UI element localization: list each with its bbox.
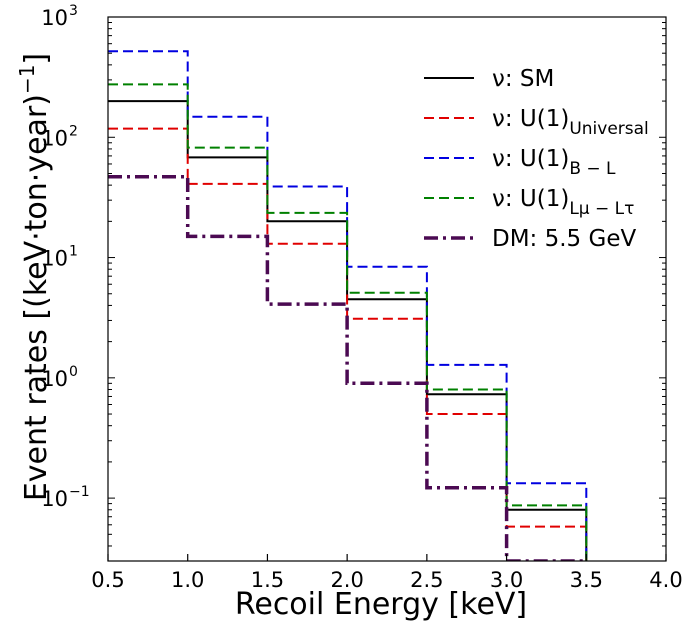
y-tick-label: 10 [41, 126, 68, 150]
y-tick-label-exponent: −1 [69, 484, 90, 500]
series-lmu-line [108, 83, 588, 561]
x-tick-label: 2.5 [410, 568, 443, 592]
x-tick-label: 1.0 [171, 568, 204, 592]
legend-lmu-label: ν: U(1)Lμ − Lτ [492, 186, 634, 219]
y-tick-label-exponent: 2 [69, 123, 78, 139]
y-tick-label-exponent: 3 [69, 3, 78, 19]
y-axis-title: Event rates [(keV·ton·year)−1] [15, 53, 54, 501]
y-tick-label-exponent: 0 [69, 364, 78, 380]
x-tick-label: 3.5 [570, 568, 603, 592]
y-tick-label: 10 [41, 6, 68, 30]
legend-bl-label: ν: U(1)B − L [492, 146, 616, 179]
legend-universal-label: ν: U(1)Universal [492, 106, 649, 139]
series-dm-line [108, 174, 589, 561]
x-tick-label: 2.0 [330, 568, 363, 592]
x-tick-label: 4.0 [649, 568, 682, 592]
x-tick-label: 3.0 [490, 568, 523, 592]
x-tick-label: 0.5 [91, 568, 124, 592]
legend-dm-label: DM: 5.5 GeV [492, 226, 636, 252]
y-tick-label: 10 [41, 247, 68, 271]
y-tick-label: 10 [41, 487, 68, 511]
series-layer [108, 50, 589, 561]
ticks-layer [107, 22, 667, 562]
x-tick-label: 1.5 [251, 568, 284, 592]
legend: ν: SM ν: U(1)Universal ν: U(1)B − L ν: U(1)… [424, 66, 649, 252]
legend-sm-label: ν: SM [492, 66, 554, 92]
x-axis-title: Recoil Energy [keV] [235, 587, 527, 622]
y-tick-label: 10 [41, 367, 68, 391]
plot-frame [107, 16, 667, 562]
y-tick-label-exponent: 1 [69, 244, 78, 260]
